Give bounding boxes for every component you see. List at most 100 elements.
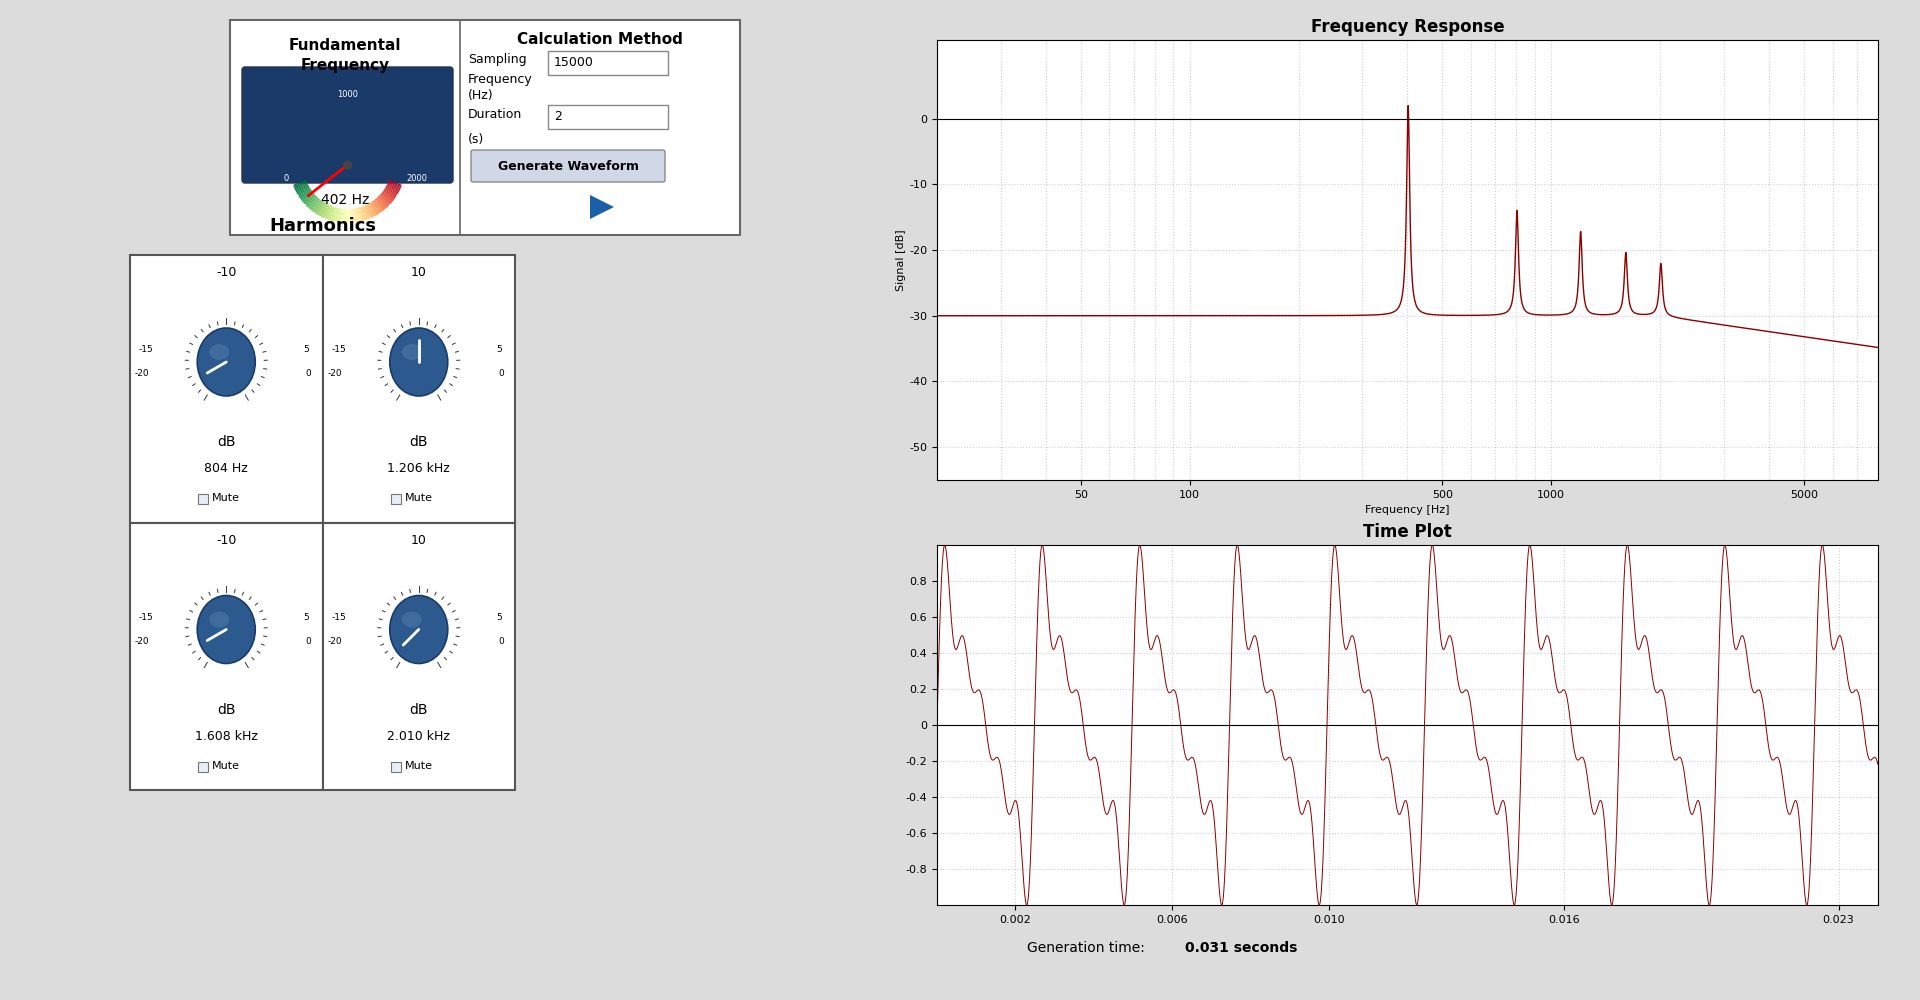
Polygon shape (367, 204, 372, 217)
Text: Mute: Mute (213, 493, 240, 503)
Polygon shape (301, 191, 313, 200)
Polygon shape (311, 200, 321, 211)
Text: 5: 5 (303, 346, 309, 355)
Text: -10: -10 (217, 534, 236, 547)
Text: 0: 0 (305, 637, 311, 646)
Polygon shape (371, 202, 378, 215)
Polygon shape (363, 206, 369, 219)
Polygon shape (357, 208, 361, 222)
Polygon shape (363, 206, 369, 220)
Text: 5: 5 (495, 613, 501, 622)
Ellipse shape (209, 344, 228, 360)
Text: 5: 5 (303, 613, 309, 622)
Polygon shape (332, 207, 336, 221)
FancyBboxPatch shape (547, 51, 668, 75)
Polygon shape (317, 203, 326, 215)
Text: Generation time:: Generation time: (1027, 941, 1144, 955)
Polygon shape (300, 190, 313, 199)
Polygon shape (300, 189, 311, 198)
Text: 804 Hz: 804 Hz (204, 462, 248, 476)
Polygon shape (369, 204, 376, 216)
Polygon shape (324, 205, 330, 218)
Ellipse shape (198, 595, 255, 664)
Polygon shape (382, 193, 394, 202)
Polygon shape (307, 196, 317, 207)
Polygon shape (386, 185, 399, 192)
Polygon shape (317, 202, 324, 215)
Polygon shape (298, 188, 311, 197)
Polygon shape (324, 206, 330, 219)
Polygon shape (359, 207, 363, 221)
Polygon shape (378, 196, 388, 207)
Polygon shape (372, 201, 380, 213)
Polygon shape (334, 208, 338, 222)
Text: 402 Hz: 402 Hz (321, 193, 369, 207)
Polygon shape (328, 206, 334, 220)
Text: 0.031 seconds: 0.031 seconds (1185, 941, 1298, 955)
FancyBboxPatch shape (392, 762, 401, 772)
Text: 1.206 kHz: 1.206 kHz (388, 462, 449, 476)
Polygon shape (378, 195, 390, 206)
Polygon shape (294, 181, 307, 187)
Polygon shape (330, 207, 334, 220)
Text: 10: 10 (411, 266, 426, 279)
Polygon shape (374, 199, 384, 211)
Polygon shape (294, 182, 307, 188)
Text: Calculation Method: Calculation Method (516, 32, 684, 47)
Text: 1.608 kHz: 1.608 kHz (194, 730, 257, 743)
Polygon shape (326, 206, 332, 220)
Text: -15: -15 (330, 613, 346, 622)
Polygon shape (388, 180, 401, 186)
Polygon shape (294, 180, 307, 186)
Polygon shape (330, 207, 336, 221)
Polygon shape (313, 201, 323, 213)
Text: Harmonics: Harmonics (269, 217, 376, 235)
Polygon shape (321, 204, 328, 217)
Polygon shape (319, 203, 326, 216)
FancyBboxPatch shape (470, 150, 664, 182)
Polygon shape (326, 206, 332, 219)
Circle shape (344, 161, 351, 169)
Polygon shape (355, 208, 357, 222)
Polygon shape (315, 202, 324, 214)
FancyBboxPatch shape (230, 20, 739, 235)
Text: Mute: Mute (405, 493, 432, 503)
Text: (Hz): (Hz) (468, 89, 493, 102)
Polygon shape (376, 198, 386, 209)
Polygon shape (384, 187, 397, 196)
Polygon shape (355, 208, 359, 222)
Text: 0: 0 (497, 637, 503, 646)
Polygon shape (309, 198, 319, 210)
Polygon shape (336, 208, 340, 222)
Polygon shape (338, 208, 342, 222)
Text: Mute: Mute (405, 761, 432, 771)
Text: Frequency: Frequency (468, 74, 532, 87)
Polygon shape (313, 200, 323, 212)
Text: -15: -15 (330, 346, 346, 355)
Polygon shape (365, 205, 372, 218)
FancyBboxPatch shape (323, 522, 515, 790)
Polygon shape (305, 195, 317, 206)
Text: -20: -20 (134, 637, 150, 646)
Text: 2: 2 (555, 110, 563, 123)
Polygon shape (386, 187, 397, 195)
Text: Sampling: Sampling (468, 53, 526, 66)
Polygon shape (307, 197, 319, 208)
Polygon shape (351, 209, 353, 223)
FancyBboxPatch shape (198, 494, 207, 504)
Polygon shape (300, 190, 311, 199)
Polygon shape (296, 185, 309, 192)
Text: 0: 0 (497, 369, 503, 378)
Polygon shape (388, 181, 401, 187)
Polygon shape (380, 193, 392, 203)
Text: 15000: 15000 (555, 56, 593, 70)
FancyBboxPatch shape (323, 255, 515, 522)
Polygon shape (332, 208, 338, 221)
Text: Frequency: Frequency (300, 58, 390, 73)
Polygon shape (372, 201, 382, 213)
FancyBboxPatch shape (547, 105, 668, 129)
Text: dB: dB (409, 703, 428, 717)
Polygon shape (386, 184, 399, 191)
Polygon shape (301, 192, 313, 201)
Polygon shape (353, 208, 357, 222)
